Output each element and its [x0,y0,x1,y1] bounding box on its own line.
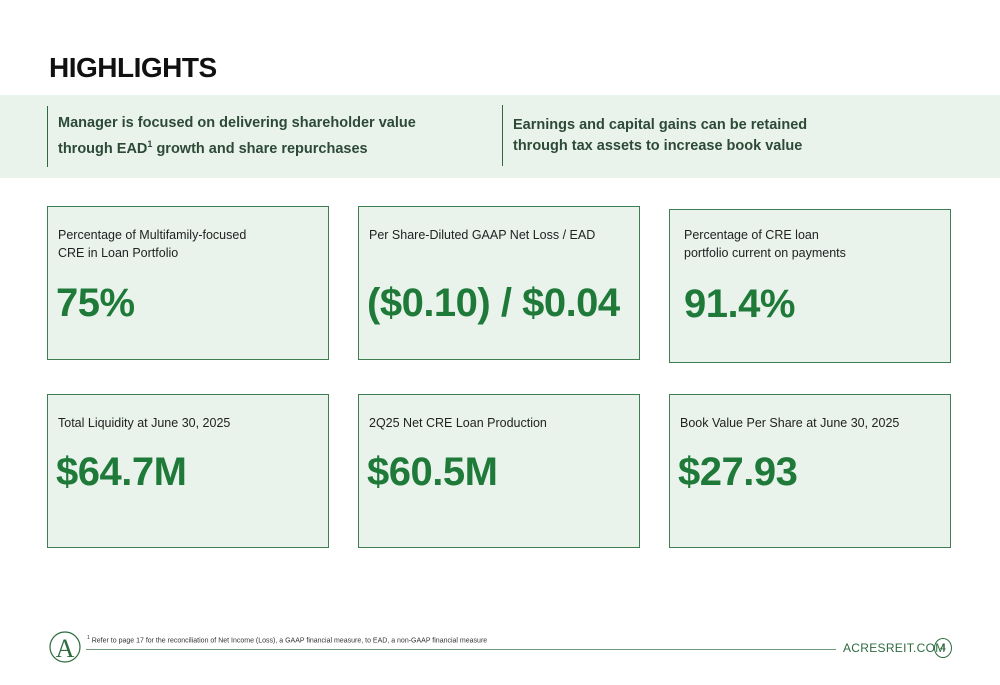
band-statement-right: Earnings and capital gains can be retain… [502,105,913,166]
footnote: 1 Refer to page 17 for the reconciliatio… [87,635,488,645]
metric-label: 2Q25 Net CRE Loan Production [369,416,547,430]
metric-value: 75% [56,281,135,325]
band-left-line1: Manager is focused on delivering shareho… [58,115,416,132]
band-left-line2: through EAD1 growth and share repurchase… [58,139,368,157]
metric-value: $64.7M [56,450,187,494]
metric-label: Percentage of CRE loan portfolio current … [684,228,846,260]
band-right-line1: Earnings and capital gains can be retain… [513,116,808,133]
page-title: HIGHLIGHTS [49,52,217,83]
footer-divider [86,649,836,650]
band-statement-left: Manager is focused on delivering shareho… [47,106,458,167]
metric-card-current-payments: Percentage of CRE loan portfolio current … [669,209,951,363]
metric-label: Book Value Per Share at June 30, 2025 [680,416,900,430]
metric-card-book-value: Book Value Per Share at June 30, 2025 $2… [669,394,951,548]
band-right-line2: through tax assets to increase book valu… [513,137,803,154]
acres-logo: A [49,631,81,663]
metric-value: $27.93 [678,450,798,494]
metric-value: $60.5M [367,450,498,494]
metric-card-net-loss-ead: Per Share-Diluted GAAP Net Loss / EAD ($… [358,206,640,360]
metric-card-liquidity: Total Liquidity at June 30, 2025 $64.7M [47,394,329,548]
website-link[interactable]: ACRESREIT.COM [843,641,946,655]
metric-label: Total Liquidity at June 30, 2025 [58,416,231,430]
metric-value: ($0.10) / $0.04 [367,281,620,325]
svg-text:A: A [56,634,75,663]
highlights-band: Manager is focused on delivering shareho… [0,95,1000,178]
page-number: 4 [934,638,952,658]
metric-label: Per Share-Diluted GAAP Net Loss / EAD [369,228,596,242]
metric-card-loan-production: 2Q25 Net CRE Loan Production $60.5M [358,394,640,548]
metric-card-multifamily: Percentage of Multifamily-focused CRE in … [47,206,329,360]
metric-value: 91.4% [684,282,795,326]
metric-label: Percentage of Multifamily-focused CRE in … [58,228,247,260]
